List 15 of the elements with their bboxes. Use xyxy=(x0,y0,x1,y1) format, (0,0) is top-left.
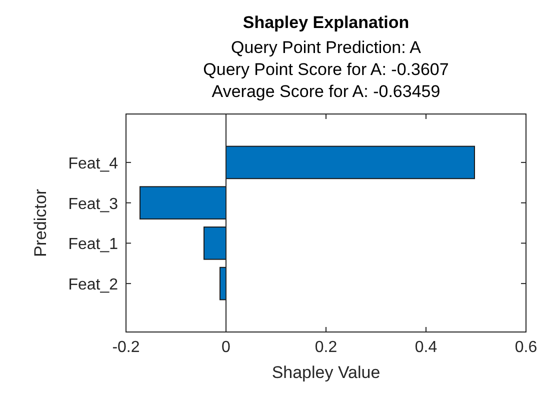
x-tick-label: 0 xyxy=(222,339,231,356)
y-tick-label: Feat_3 xyxy=(68,196,118,213)
y-tick-label: Feat_2 xyxy=(68,276,118,294)
y-axis-title: Predictor xyxy=(31,188,50,258)
text: Average Score for A: -0.63459 xyxy=(212,82,440,101)
x-tick-label: 0.6 xyxy=(514,339,538,356)
y-tick-label: Feat_4 xyxy=(68,155,118,172)
x-tick-label: -0.2 xyxy=(112,339,140,356)
y-tick-label: Feat_1 xyxy=(68,236,118,254)
text: Query Point Score for A: -0.3607 xyxy=(203,60,449,79)
x-tick-label: 0.4 xyxy=(414,339,438,356)
x-axis-title: Shapley Value xyxy=(272,363,380,382)
text: Query Point Prediction: A xyxy=(231,38,421,57)
x-tick-label: 0.2 xyxy=(314,339,338,356)
chart-title: Shapley Explanation xyxy=(242,13,410,32)
